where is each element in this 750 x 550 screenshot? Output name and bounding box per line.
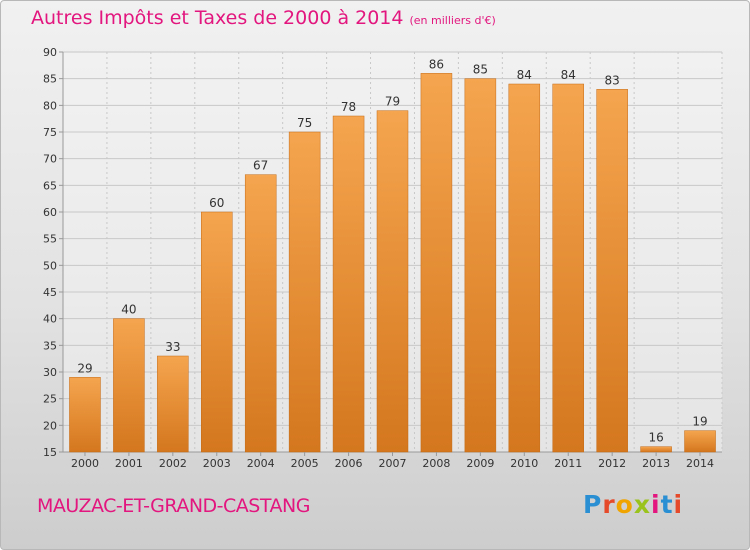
logo-letter: x [633,490,651,519]
bar [376,110,409,453]
bar-value-label: 83 [605,73,620,87]
proxiti-logo: Proxiti [583,490,683,519]
y-tick-label: 30 [43,366,57,379]
bar-value-label: 29 [77,361,92,375]
y-tick-label: 90 [43,46,57,59]
bar [69,377,101,453]
x-tick-label: 2013 [642,457,670,470]
x-tick-label: 2010 [510,457,538,470]
chart-title-unit: (en milliers d'€) [409,14,496,27]
x-tick-label: 2003 [203,457,231,470]
x-tick-label: 2012 [598,457,626,470]
logo-letter: t [660,490,674,519]
bar-value-label: 75 [297,116,312,130]
bar [464,78,497,453]
y-tick-label: 45 [43,286,57,299]
y-tick-label: 80 [43,99,57,112]
bar [157,355,189,453]
chart-title-text: Autres Impôts et Taxes de 2000 à 2014 [31,7,404,29]
x-tick-label: 2001 [115,457,143,470]
bar [288,131,321,453]
bar [596,89,628,453]
commune-name: MAUZAC-ET-GRAND-CASTANG [37,495,310,517]
y-tick-label: 70 [43,153,57,166]
x-tick-label: 2007 [379,457,407,470]
bar [201,211,233,453]
bar-value-label: 60 [209,196,224,210]
y-tick-label: 25 [43,393,57,406]
bar-value-label: 19 [692,415,707,429]
y-tick-label: 35 [43,339,57,352]
y-tick-label: 50 [43,259,57,272]
y-tick-label: 65 [43,179,57,192]
y-tick-label: 40 [43,313,57,326]
bar-value-label: 85 [473,63,488,77]
bar [508,83,541,453]
logo-letter: r [602,490,616,519]
x-tick-label: 2009 [466,457,494,470]
bar-value-label: 16 [648,431,663,445]
bar [552,83,584,453]
logo-letter: i [673,490,684,519]
bar [244,174,277,453]
bar-value-label: 86 [429,57,444,71]
bar [420,73,453,453]
bar-value-label: 78 [341,100,356,114]
bar [640,446,672,453]
x-tick-label: 2006 [335,457,363,470]
bar-value-label: 67 [253,159,268,173]
bar-value-label: 33 [165,340,180,354]
logo-letter: P [583,490,603,519]
x-tick-label: 2004 [247,457,275,470]
x-tick-label: 2002 [159,457,187,470]
y-tick-label: 75 [43,126,57,139]
y-tick-label: 20 [43,419,57,432]
bar [113,318,145,453]
logo-letter: i [651,490,661,519]
x-tick-label: 2005 [291,457,319,470]
bar [684,430,716,453]
y-tick-label: 85 [43,73,57,86]
bar [332,115,365,453]
chart-title: Autres Impôts et Taxes de 2000 à 2014 (en… [31,7,496,29]
x-tick-label: 2000 [71,457,99,470]
x-tick-label: 2011 [554,457,582,470]
bar-value-label: 79 [385,95,400,109]
y-tick-label: 15 [43,446,57,459]
bar-value-label: 40 [121,303,136,317]
x-tick-label: 2008 [422,457,450,470]
y-tick-label: 55 [43,233,57,246]
x-tick-label: 2014 [686,457,714,470]
logo-letter: o [615,490,634,519]
bar-value-label: 84 [517,68,532,82]
bar-value-label: 84 [561,68,576,82]
y-tick-label: 60 [43,206,57,219]
